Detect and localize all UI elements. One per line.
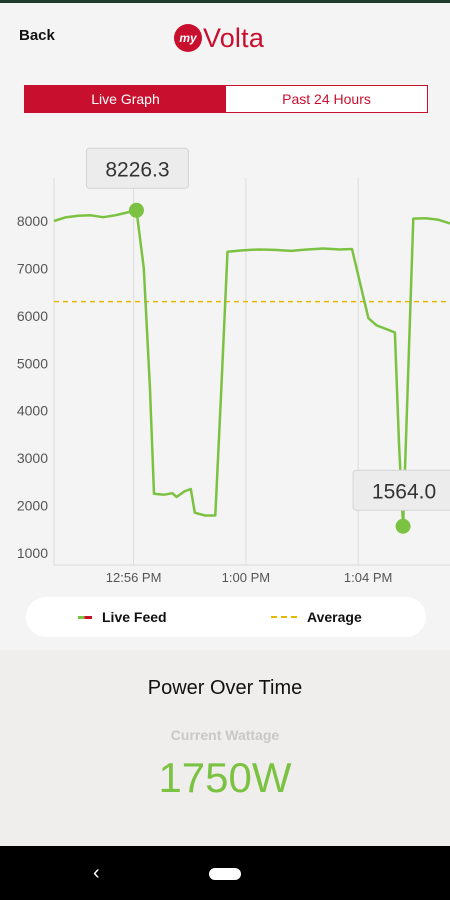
power-over-time-title: Power Over Time xyxy=(147,677,303,699)
back-button[interactable]: Back xyxy=(19,27,55,44)
y-tick-label: 7000 xyxy=(17,260,48,276)
current-wattage-label: Current Wattage xyxy=(170,727,280,743)
data-point-marker xyxy=(395,518,411,534)
power-chart: 1000 2000 3000 4000 5000 6000 7000 8000 12:56 PM… xyxy=(0,140,450,595)
y-tick-label: 1000 xyxy=(17,545,48,561)
logo-text: Volta xyxy=(203,22,265,53)
live-feed-swatch xyxy=(78,615,92,619)
logo-badge: my xyxy=(174,24,202,52)
average-swatch xyxy=(271,616,297,618)
data-point-marker xyxy=(128,202,144,218)
data-tooltip-value: 8226.3 xyxy=(105,158,169,181)
y-tick-label: 8000 xyxy=(17,213,48,229)
x-tick-label: 1:04 PM xyxy=(344,570,392,585)
y-tick-label: 5000 xyxy=(17,355,48,371)
chart-canvas: 1000 2000 3000 4000 5000 6000 7000 8000 12:56 PM… xyxy=(17,147,450,585)
x-tick-label: 12:56 PM xyxy=(106,570,162,585)
legend-live-label: Live Feed xyxy=(102,609,167,625)
system-nav-bar: ‹ xyxy=(0,846,450,900)
tab-past-24-hours[interactable]: Past 24 Hours xyxy=(226,86,427,112)
view-tabs: Live Graph Past 24 Hours xyxy=(24,85,428,113)
data-tooltip-value: 1564.0 xyxy=(372,480,436,503)
legend-live-feed: Live Feed xyxy=(78,609,167,625)
y-tick-label: 3000 xyxy=(17,450,48,466)
y-tick-label: 4000 xyxy=(17,403,48,419)
app-header: Back my Volta xyxy=(0,3,450,65)
y-tick-label: 6000 xyxy=(17,308,48,324)
y-tick-label: 2000 xyxy=(17,498,48,514)
app-logo: my Volta xyxy=(174,21,264,55)
data-tooltip-box xyxy=(352,469,450,511)
nav-home-pill[interactable] xyxy=(209,868,241,880)
power-summary-panel: Power Over Time Current Wattage 1750W xyxy=(0,650,450,846)
legend-average: Average xyxy=(271,609,362,625)
live-feed-line xyxy=(53,209,450,528)
legend-average-label: Average xyxy=(307,609,362,625)
nav-back-icon[interactable]: ‹ xyxy=(93,862,100,884)
data-tooltip-box xyxy=(85,147,189,189)
current-wattage-value: 1750W xyxy=(158,754,292,801)
status-strip xyxy=(0,0,450,3)
chart-legend: Live Feed Average xyxy=(26,597,426,637)
x-tick-label: 1:00 PM xyxy=(222,570,270,585)
tab-live-graph[interactable]: Live Graph xyxy=(25,86,226,112)
